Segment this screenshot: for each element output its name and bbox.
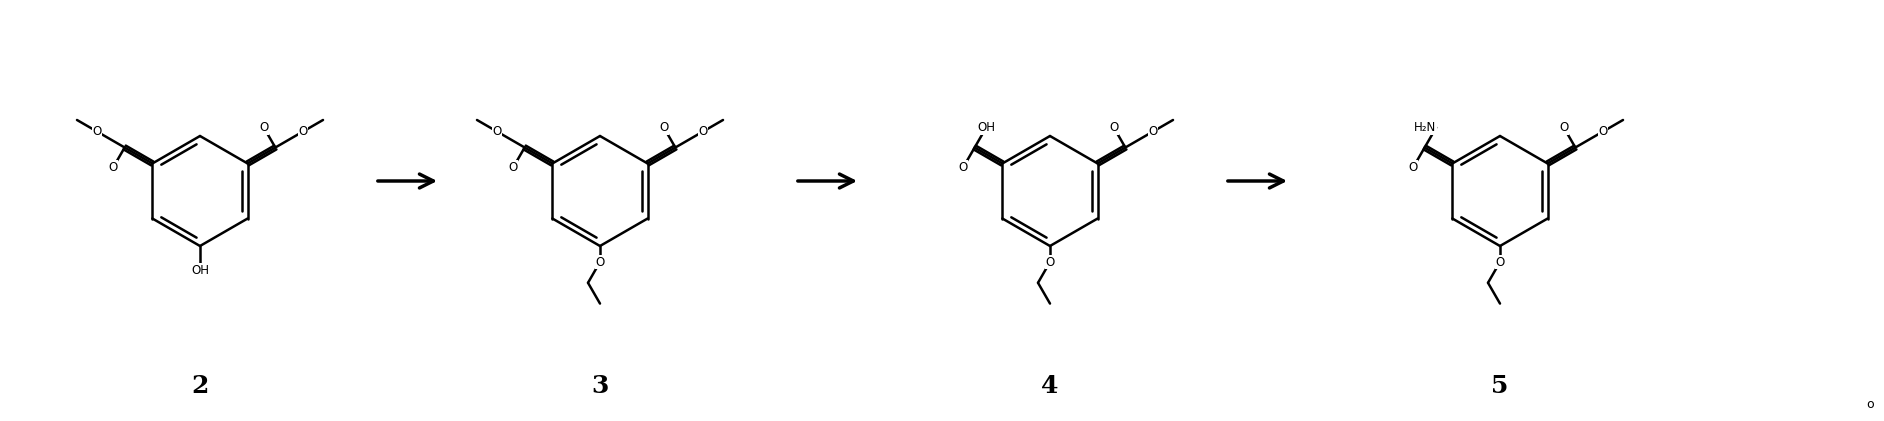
- Text: H₂N: H₂N: [1413, 121, 1436, 134]
- Text: O: O: [109, 161, 119, 174]
- Text: O: O: [298, 125, 307, 138]
- Text: O: O: [1409, 161, 1419, 174]
- Text: O: O: [959, 161, 968, 174]
- Text: O: O: [92, 125, 102, 138]
- Text: O: O: [1598, 125, 1607, 138]
- Text: O: O: [699, 125, 708, 138]
- Text: O: O: [1046, 256, 1055, 269]
- Text: O: O: [492, 125, 501, 138]
- Text: O: O: [1496, 256, 1505, 269]
- Text: 4: 4: [1042, 374, 1059, 398]
- Text: 2: 2: [192, 374, 209, 398]
- Text: o: o: [1867, 398, 1875, 411]
- Text: OH: OH: [190, 264, 209, 277]
- Text: O: O: [1560, 121, 1569, 134]
- Text: O: O: [659, 121, 669, 134]
- Text: O: O: [1110, 121, 1119, 134]
- Text: 5: 5: [1492, 374, 1509, 398]
- Text: 3: 3: [592, 374, 609, 398]
- Text: O: O: [1149, 125, 1157, 138]
- Text: OH: OH: [978, 121, 995, 134]
- Text: O: O: [260, 121, 268, 134]
- Text: O: O: [595, 256, 605, 269]
- Text: O: O: [509, 161, 518, 174]
